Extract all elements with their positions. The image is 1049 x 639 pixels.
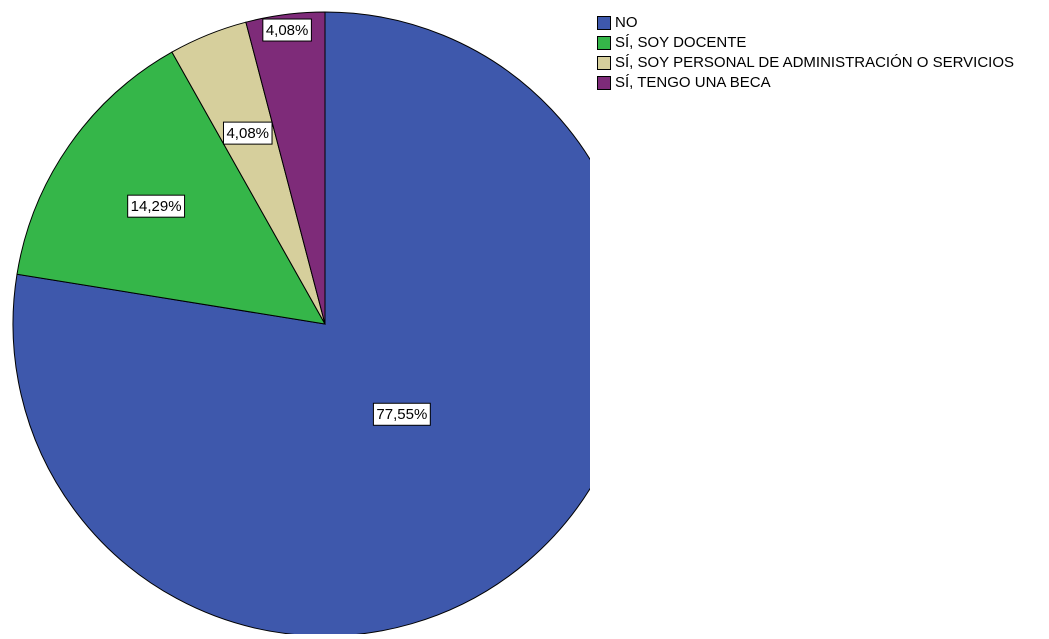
data-label-box — [222, 121, 273, 145]
data-label-text: 77,55% — [376, 406, 427, 423]
legend-swatch — [597, 16, 611, 30]
legend-label: SÍ, SOY PERSONAL DE ADMINISTRACIÓN O SER… — [615, 54, 1014, 71]
legend-label: SÍ, SOY DOCENTE — [615, 34, 747, 51]
legend-item: SÍ, SOY DOCENTE — [597, 34, 1042, 51]
data-label: 14,29% — [127, 194, 186, 218]
data-label-box — [262, 18, 312, 42]
pie-slice — [245, 11, 326, 325]
data-label-text: 14,29% — [131, 198, 182, 215]
legend-label: NO — [615, 14, 638, 31]
pie-slice — [16, 51, 326, 325]
legend-swatch — [597, 56, 611, 70]
legend-label: SÍ, TENGO UNA BECA — [615, 74, 771, 91]
data-label-text: 4,08% — [266, 22, 309, 39]
chart: 77,55% 14,29% 4,08% 4,08% — [12, 11, 638, 637]
data-label: 4,08% — [262, 18, 312, 42]
legend: NO SÍ, SOY DOCENTE SÍ, SOY PERSONAL DE ADM… — [597, 14, 1042, 96]
legend-item: SÍ, TENGO UNA BECA — [597, 74, 1042, 91]
legend-item: SÍ, SOY PERSONAL DE ADMINISTRACIÓN O SER… — [597, 54, 1042, 71]
data-label-box — [372, 402, 431, 426]
data-label: 77,55% — [372, 402, 431, 426]
legend-item: NO — [597, 14, 1042, 31]
legend-swatch — [597, 76, 611, 90]
legend-swatch — [597, 36, 611, 50]
data-label: 4,08% — [222, 121, 273, 145]
data-label-box — [127, 194, 186, 218]
data-label-text: 4,08% — [226, 125, 269, 142]
